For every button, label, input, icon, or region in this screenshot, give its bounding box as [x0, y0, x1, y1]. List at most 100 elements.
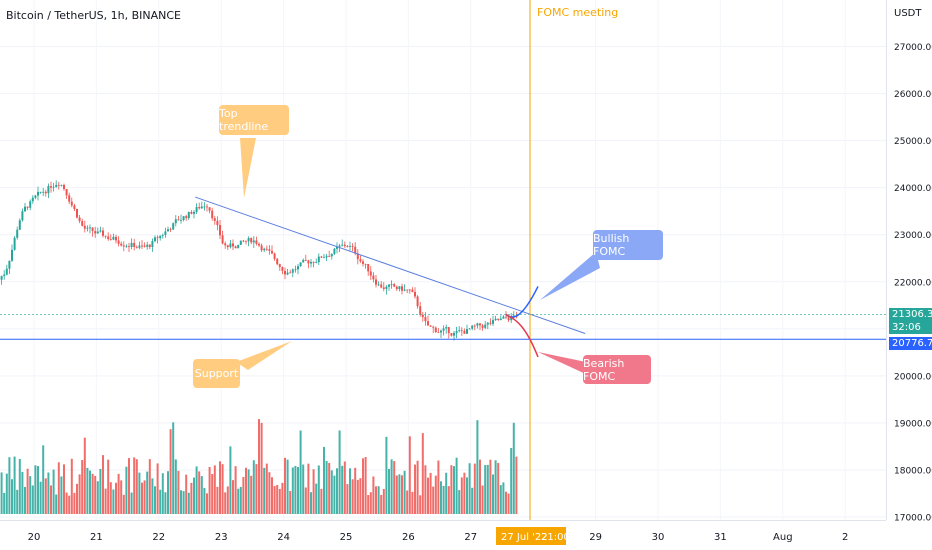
- candle-body: [151, 241, 154, 247]
- volume-bar: [427, 477, 429, 514]
- candle-body: [42, 191, 45, 193]
- volume-bar: [388, 469, 390, 514]
- volume-bar: [16, 489, 19, 514]
- volume-bar: [471, 487, 474, 514]
- volume-bar: [219, 461, 221, 514]
- candle-body: [286, 272, 289, 275]
- candle-body: [447, 327, 450, 334]
- candle-body: [31, 197, 34, 202]
- volume-bar: [5, 473, 8, 514]
- candle-body: [211, 210, 214, 219]
- candle-body: [380, 284, 383, 288]
- candle-body: [112, 236, 115, 240]
- candle-body: [460, 330, 463, 332]
- top-trendline[interactable]: [195, 196, 586, 334]
- volume-bar: [356, 479, 359, 514]
- candle-body: [273, 253, 276, 259]
- volume-bar: [265, 463, 268, 514]
- candle-body: [208, 207, 211, 211]
- volume-bar: [419, 495, 422, 514]
- candle-body: [375, 279, 377, 285]
- candle-body: [453, 332, 455, 336]
- volume-bar: [281, 482, 284, 514]
- volume-bar: [497, 462, 500, 514]
- candle-body: [193, 211, 195, 214]
- volume-bar: [445, 472, 448, 514]
- volume-bar: [403, 470, 406, 514]
- bullish-fomc-callout[interactable]: Bullish FOMC: [593, 230, 663, 260]
- candle-body: [263, 248, 266, 251]
- currency-label: USDT: [894, 8, 922, 19]
- candle-body: [312, 261, 315, 263]
- candle-body: [476, 323, 479, 326]
- candle-body: [13, 237, 16, 250]
- volume-bar: [250, 475, 253, 514]
- candle-body: [138, 245, 141, 248]
- y-tick-label: 20000.00: [894, 372, 932, 382]
- candle-body: [359, 259, 362, 262]
- candle-body: [39, 191, 42, 193]
- volume-bar: [96, 481, 99, 514]
- candle-body: [367, 263, 370, 272]
- volume-bar: [109, 482, 112, 514]
- top-trendline-callout[interactable]: Top trendline: [219, 105, 289, 135]
- candle-body: [52, 186, 55, 188]
- volume-bar: [21, 471, 24, 514]
- volume-bar: [468, 463, 471, 514]
- candle-body: [408, 289, 411, 291]
- volume-bar: [320, 488, 323, 514]
- candle-body: [34, 195, 37, 198]
- volume-bar: [507, 493, 510, 514]
- volume-bar: [3, 492, 6, 514]
- volume-bar: [146, 471, 149, 514]
- y-tick-label: 27000.00: [894, 43, 932, 53]
- candle-body: [29, 201, 32, 208]
- candle-body: [356, 253, 359, 260]
- candle-body: [341, 244, 344, 246]
- fomc-meeting-label: FOMC meeting: [537, 6, 618, 19]
- volume-bar: [55, 494, 58, 514]
- volume-bar: [349, 468, 351, 514]
- candle-body: [94, 231, 97, 234]
- volume-bar: [112, 489, 115, 514]
- volume-bar: [302, 464, 305, 514]
- candle-body: [481, 325, 484, 328]
- candles: [0, 180, 518, 341]
- candle-body: [70, 201, 73, 206]
- volume-bar: [416, 460, 419, 514]
- candle-body: [11, 249, 13, 261]
- candle-body: [24, 206, 26, 212]
- volume-bar: [473, 463, 476, 514]
- candle-body: [252, 240, 255, 243]
- candle-body: [473, 325, 476, 327]
- volume-bar: [380, 494, 383, 514]
- support-callout[interactable]: Support: [193, 359, 240, 388]
- candle-body: [164, 231, 167, 235]
- candle-body: [180, 219, 182, 221]
- volume-bar: [406, 490, 409, 514]
- bearish-fomc-callout[interactable]: Bearish FOMC: [583, 355, 651, 384]
- y-tick-label: 22000.00: [894, 278, 932, 288]
- volume-bar: [359, 478, 362, 514]
- volume-bar: [18, 458, 21, 514]
- candle-body: [299, 262, 302, 267]
- top-trendline-callout-pointer: [240, 138, 256, 198]
- volume-bar: [466, 477, 468, 514]
- volume-bar: [211, 474, 214, 514]
- volume-bar: [107, 459, 110, 514]
- support-price-badge: 20776.78: [889, 337, 932, 350]
- candle-body: [8, 260, 11, 269]
- volume-bar: [312, 469, 315, 514]
- volume-bar: [208, 467, 211, 514]
- volume-bar: [190, 482, 193, 514]
- volume-bar: [382, 488, 385, 514]
- candle-body: [505, 316, 507, 318]
- candle-body: [99, 230, 102, 232]
- volume-bar: [216, 486, 219, 514]
- volume-bar: [117, 473, 120, 514]
- candle-body: [336, 246, 338, 249]
- candle-body: [432, 326, 435, 328]
- volume-bar: [86, 467, 89, 514]
- volume-bar: [81, 460, 84, 514]
